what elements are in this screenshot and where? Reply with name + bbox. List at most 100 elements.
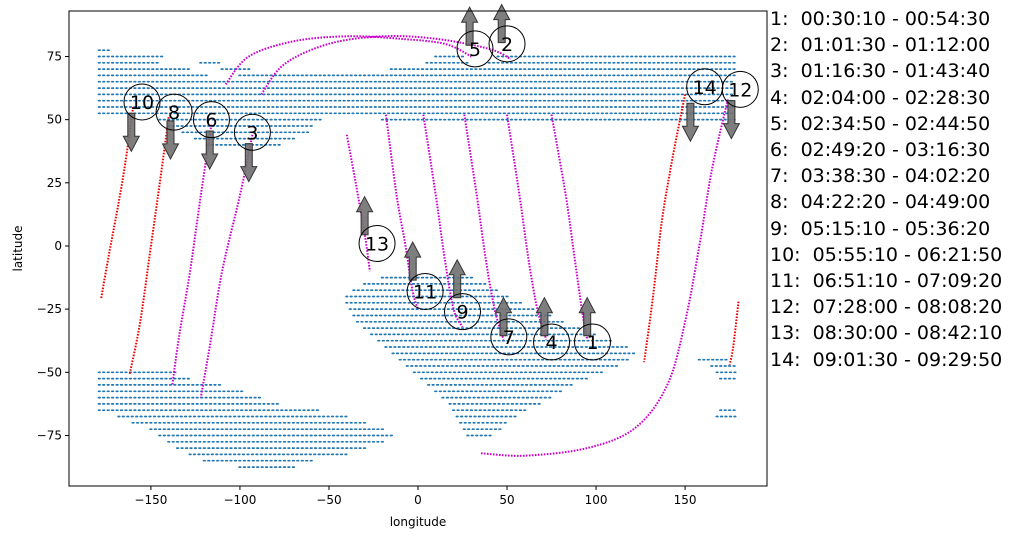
track-1 <box>550 114 589 340</box>
legend-entry: 13: 08:30:00 - 08:42:10 <box>770 322 1003 345</box>
track-4-label: 4 <box>545 332 557 354</box>
track-7-arrow-up <box>494 296 513 337</box>
track-13-label: 13 <box>365 233 389 255</box>
y-axis-title: latitude <box>11 225 25 271</box>
legend-entry: 12: 07:28:00 - 08:08:20 <box>770 296 1003 319</box>
x-axis-title: longitude <box>390 515 447 529</box>
y-tick-label: 75 <box>47 49 62 63</box>
track-2-arrow-up <box>492 3 511 44</box>
track-5-label: 5 <box>469 39 481 61</box>
track-5 <box>224 35 472 85</box>
track-6 <box>171 124 213 386</box>
track-13-arrow-up <box>355 195 374 236</box>
legend-entry: 6: 02:49:20 - 03:16:30 <box>770 139 991 162</box>
track-5-label-circle <box>456 30 494 68</box>
legend-entry: 7: 03:38:30 - 04:02:20 <box>770 165 991 188</box>
track-1-label: 1 <box>586 332 598 354</box>
land-southern-block <box>97 276 737 468</box>
legend-entry: 10: 05:55:10 - 06:21:50 <box>770 243 1003 266</box>
track-9-segment-0 <box>422 114 464 328</box>
track-4-segment-0 <box>506 114 548 340</box>
track-5-arrow-up <box>460 6 479 46</box>
track-12 <box>480 99 740 457</box>
y-tick-label: −25 <box>37 302 62 316</box>
track-10-label-circle <box>123 83 161 121</box>
track-11-label-circle <box>406 272 444 310</box>
track-9-label-circle <box>444 293 482 331</box>
x-tick-label: 50 <box>499 493 514 507</box>
track-12-segment-1 <box>728 301 740 365</box>
track-12-segment-0 <box>480 99 729 457</box>
track-7 <box>463 114 505 340</box>
track-4 <box>506 114 548 340</box>
y-tick-label: −50 <box>37 365 62 379</box>
track-2 <box>260 35 512 96</box>
x-tick-label: −50 <box>316 493 341 507</box>
x-tick-label: −100 <box>223 493 256 507</box>
track-8-label: 8 <box>168 102 180 124</box>
land-northern-block <box>97 49 736 146</box>
track-7-label: 7 <box>503 327 515 349</box>
legend-entry: 3: 01:16:30 - 01:43:40 <box>770 60 991 83</box>
track-2-label: 2 <box>501 34 513 56</box>
tracks <box>100 35 740 457</box>
x-axis-ticks: −150 −100 −50 0 50 100 150 <box>134 486 697 507</box>
track-3-segment-0 <box>199 134 254 398</box>
track-3 <box>199 134 254 398</box>
legend-entry: 2: 01:01:30 - 01:12:00 <box>770 34 991 57</box>
track-8-arrow-down <box>161 120 180 160</box>
track-10-segment-0 <box>100 106 135 300</box>
track-7-label-circle <box>490 318 528 356</box>
track-14-arrow-down <box>681 102 700 143</box>
legend-entry: 9: 05:15:10 - 05:36:20 <box>770 217 991 240</box>
track-4-label-circle <box>533 323 571 361</box>
x-tick-label: −150 <box>134 493 167 507</box>
track-4-arrow-up <box>535 296 554 337</box>
track-5-segment-0 <box>224 35 472 85</box>
track-1-segment-0 <box>550 114 589 340</box>
x-tick-label: 0 <box>414 493 422 507</box>
y-tick-label: 25 <box>47 176 62 190</box>
y-tick-label: 50 <box>47 113 62 127</box>
x-tick-label: 150 <box>674 493 697 507</box>
track-14-label: 14 <box>693 77 717 99</box>
legend-entry: 8: 04:22:20 - 04:49:00 <box>770 191 991 214</box>
track-arrows <box>122 3 741 337</box>
track-6-label: 6 <box>205 110 217 132</box>
track-12-arrow-down <box>722 100 741 140</box>
track-3-label: 3 <box>246 122 258 144</box>
track-11 <box>384 114 419 310</box>
track-8-segment-0 <box>128 116 170 376</box>
track-1-arrow-up <box>578 296 597 337</box>
y-axis-ticks: −75 −50 −25 0 25 50 75 <box>37 49 69 442</box>
track-9 <box>422 114 464 328</box>
track-2-segment-0 <box>260 35 512 96</box>
legend-entry: 4: 02:04:00 - 02:28:30 <box>770 86 991 109</box>
track-1-label-circle <box>574 323 611 361</box>
track-14-label-circle <box>686 68 724 106</box>
legend: 1: 00:30:10 - 00:54:30 2: 01:01:30 - 01:1… <box>770 6 1002 373</box>
track-8 <box>128 116 170 376</box>
track-14-segment-0 <box>643 94 687 363</box>
legend-entry: 14: 09:01:30 - 09:29:50 <box>770 348 1003 371</box>
track-12-label: 12 <box>728 79 752 101</box>
land-mask <box>97 49 737 468</box>
track-7-segment-0 <box>463 114 505 340</box>
track-2-label-circle <box>488 25 526 63</box>
track-13-label-circle <box>358 224 396 262</box>
legend-entry: 11: 06:51:10 - 07:09:20 <box>770 270 1003 293</box>
track-10 <box>100 106 135 300</box>
track-9-label: 9 <box>456 302 468 324</box>
legend-entry: 5: 02:34:50 - 02:44:50 <box>770 112 991 135</box>
track-9-arrow-up <box>448 258 467 299</box>
legend-entry: 1: 00:30:10 - 00:54:30 <box>770 8 991 30</box>
track-6-arrow-down <box>200 130 219 171</box>
track-8-label-circle <box>155 93 193 131</box>
track-11-label: 11 <box>413 281 437 303</box>
track-11-segment-0 <box>384 114 419 310</box>
track-6-segment-0 <box>171 124 213 386</box>
track-6-label-circle <box>192 101 230 139</box>
track-3-arrow-down <box>239 143 258 183</box>
